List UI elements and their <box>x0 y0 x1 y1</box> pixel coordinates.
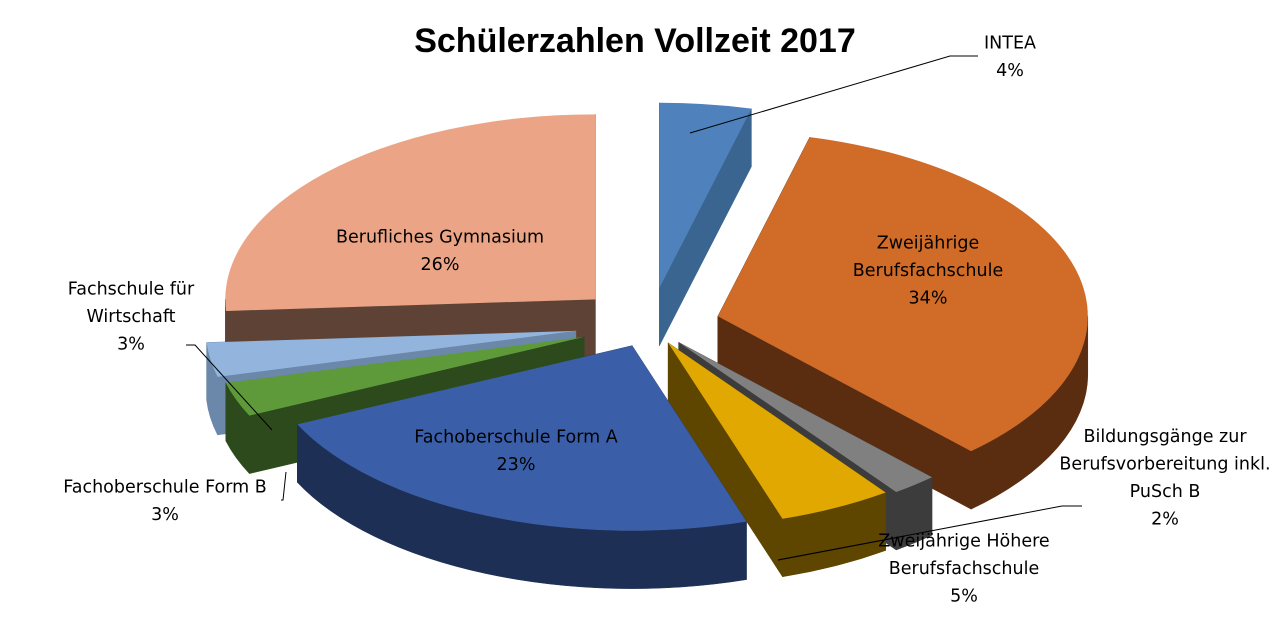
slice-label-line: Zweijährige Höhere <box>878 532 1049 552</box>
slice-label: Fachoberschule Form A 23% <box>414 427 617 475</box>
slice-label: Zweijährige Höhere Berufsfachschule 5% <box>878 532 1049 607</box>
leader-line <box>689 55 978 134</box>
leader-lines <box>186 55 1082 561</box>
slice-percent: 5% <box>950 587 978 607</box>
slice-label-line: Berufsfachschule <box>853 261 1004 281</box>
chart-title: Schülerzahlen Vollzeit 2017 <box>414 22 856 60</box>
slice-labels: INTEA 4% Zweijährige Berufsfachschule 34% Bil… <box>63 33 1270 606</box>
pie-slice <box>225 336 585 416</box>
slice-percent: 2% <box>1151 509 1179 529</box>
pie-slice <box>659 102 752 288</box>
pie-slice <box>225 114 596 311</box>
slice-label-line: Berufsvorbereitung inkl. <box>1059 454 1270 474</box>
slice-label-line: PuSch B <box>1130 482 1201 502</box>
slice-label-line: INTEA <box>984 33 1036 53</box>
slice-label: Fachschule für Wirtschaft 3% <box>68 280 195 355</box>
slice-percent: 3% <box>117 335 145 355</box>
slice-percent: 4% <box>996 61 1024 81</box>
slice-label: Fachoberschule Form B 3% <box>63 477 266 525</box>
slice-label-line: Berufliches Gymnasium <box>336 227 544 247</box>
slice-label-line: Wirtschaft <box>86 307 175 327</box>
slice-label: Zweijährige Berufsfachschule 34% <box>853 234 1004 309</box>
pie-slice <box>678 342 932 493</box>
leader-line <box>281 471 287 501</box>
slice-label-line: Fachschule für <box>68 280 195 300</box>
slice-label-line: Fachoberschule Form A <box>414 427 617 447</box>
slice-label: Berufliches Gymnasium 26% <box>336 227 544 275</box>
slice-percent: 3% <box>151 505 179 525</box>
pie-slice <box>668 342 886 519</box>
leader-line <box>777 535 906 561</box>
slice-label-line: Fachoberschule Form B <box>63 477 266 497</box>
slice-percent: 34% <box>909 289 948 309</box>
slice-percent: 26% <box>421 255 460 275</box>
slice-label: Bildungsgänge zur Berufsvorbereitung inkl… <box>1059 427 1270 530</box>
slice-percent: 23% <box>497 455 536 475</box>
slice-label-line: Bildungsgänge zur <box>1083 427 1247 447</box>
pie-slice <box>297 345 747 531</box>
pie-slice <box>717 137 1088 452</box>
slice-label-line: Zweijährige <box>877 234 980 254</box>
pie-slices <box>206 102 1089 589</box>
slice-label-line: Berufsfachschule <box>889 559 1040 579</box>
slice-label: INTEA 4% <box>984 33 1036 81</box>
pie-slice <box>206 330 576 377</box>
leader-line <box>186 344 273 431</box>
